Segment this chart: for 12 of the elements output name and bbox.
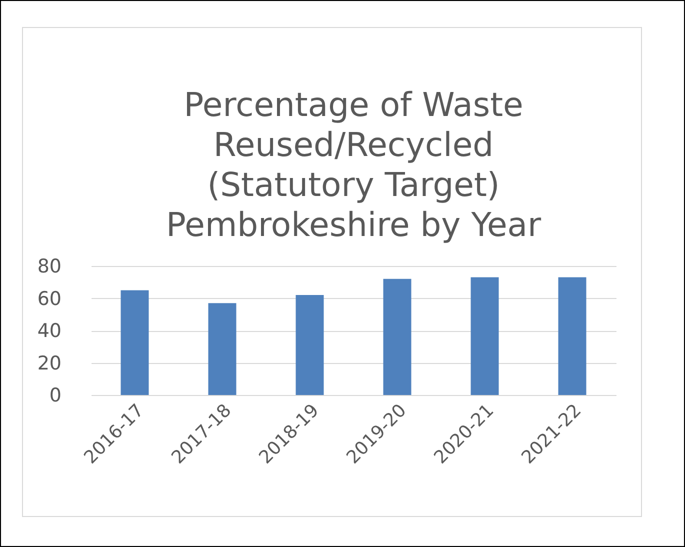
bar bbox=[296, 295, 324, 395]
y-tick-label: 40 bbox=[37, 320, 62, 342]
y-tick-label: 80 bbox=[37, 256, 62, 278]
y-tick-label: 0 bbox=[49, 384, 62, 406]
y-tick-label: 20 bbox=[37, 352, 62, 374]
bar bbox=[120, 290, 149, 395]
y-tick-label: 60 bbox=[37, 288, 62, 310]
chart-title: Percentage of Waste Reused/Recycled (Statutory Target) Pembrokeshire by Year bbox=[166, 85, 542, 244]
bar bbox=[558, 277, 586, 395]
bar bbox=[208, 303, 236, 395]
bar bbox=[383, 278, 412, 395]
bar bbox=[470, 277, 499, 395]
